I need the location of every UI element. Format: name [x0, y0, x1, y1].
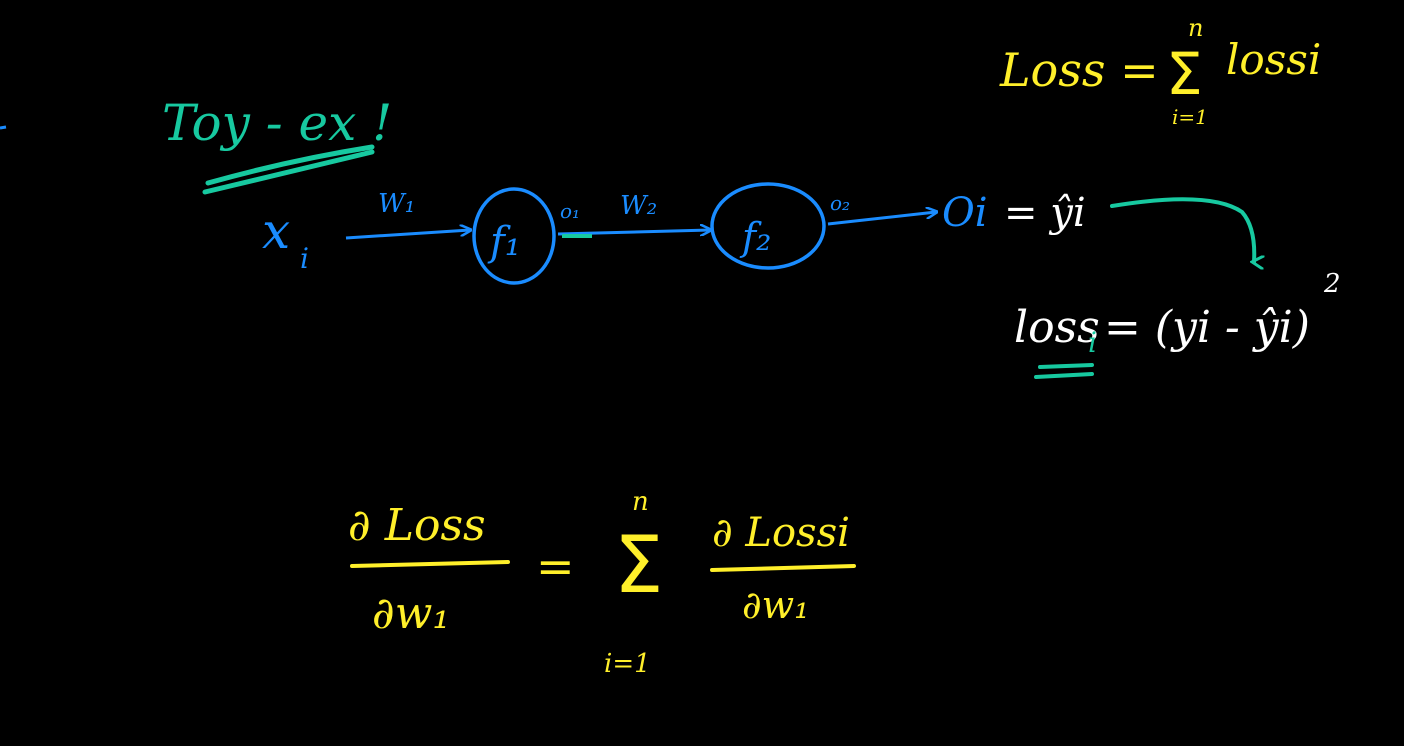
lhs-denominator: ∂w₁ — [372, 588, 450, 639]
arrow-f2-to-output — [827, 212, 936, 226]
weight-1-label: W₁ — [378, 189, 415, 219]
total-loss-term: lossi — [1226, 35, 1321, 84]
rhs-numerator: ∂ Lossi — [712, 510, 850, 556]
lhs-numerator: ∂ Loss — [348, 500, 486, 551]
total-loss-formula: Loss = n Σ i=1 lossi — [999, 14, 1321, 129]
weight-2-label: W₂ — [620, 191, 657, 221]
lhs-fraction-bar — [350, 560, 510, 568]
gradient-sigma-top: n — [632, 487, 649, 517]
loss-i-subscript: i — [1088, 326, 1097, 359]
gradient-sigma-bottom: i=1 — [604, 649, 651, 679]
output-label: Oi — [942, 190, 988, 236]
output-equals-yhat: = ŷi — [1004, 190, 1086, 236]
total-loss-sigma-top: n — [1188, 14, 1203, 42]
input-subscript: i — [300, 242, 309, 275]
heading-underline-2 — [202, 149, 375, 195]
arrow-f1-to-f2 — [557, 230, 710, 234]
gradient-formula: ∂ Loss ∂w₁ = n Σ i=1 ∂ Lossi ∂w₁ — [348, 487, 856, 679]
total-loss-lhs: Loss = — [999, 43, 1159, 97]
loss-i-lhs: loss — [1014, 302, 1100, 353]
loss-i-power: 2 — [1323, 269, 1341, 299]
loss-i-underline-2 — [1034, 372, 1094, 379]
node-f2 — [710, 182, 826, 270]
gradient-sigma: Σ — [614, 521, 663, 611]
o1-label: o₁ — [560, 199, 580, 223]
heading-underline-1 — [205, 144, 375, 186]
node-f1-label: f₁ — [487, 219, 521, 265]
rhs-denominator: ∂w₁ — [742, 583, 809, 627]
total-loss-sigma-bottom: i=1 — [1172, 105, 1208, 129]
rhs-fraction-bar — [710, 564, 856, 572]
gradient-equals: = — [536, 539, 575, 593]
input-x: x — [262, 202, 290, 260]
total-loss-sigma: Σ — [1166, 40, 1203, 108]
loss-i-underline-1 — [1038, 363, 1094, 369]
node-f1 — [472, 187, 556, 285]
heading: Toy - ex ! — [162, 94, 392, 152]
curved-arrow-to-loss-i — [1110, 197, 1254, 262]
network-diagram: x i W₁ f₁ o₁ W₂ f₂ o₂ Oi = ŷi — [262, 182, 1086, 285]
loss-i-rhs: = (yi - ŷi) — [1104, 302, 1310, 353]
stray-mark — [0, 125, 7, 130]
node-f2-label: f₂ — [739, 215, 771, 259]
arrow-input-to-f1 — [345, 230, 470, 240]
o2-label: o₂ — [830, 191, 850, 215]
per-sample-loss-formula: loss i = (yi - ŷi) 2 — [1014, 269, 1341, 379]
